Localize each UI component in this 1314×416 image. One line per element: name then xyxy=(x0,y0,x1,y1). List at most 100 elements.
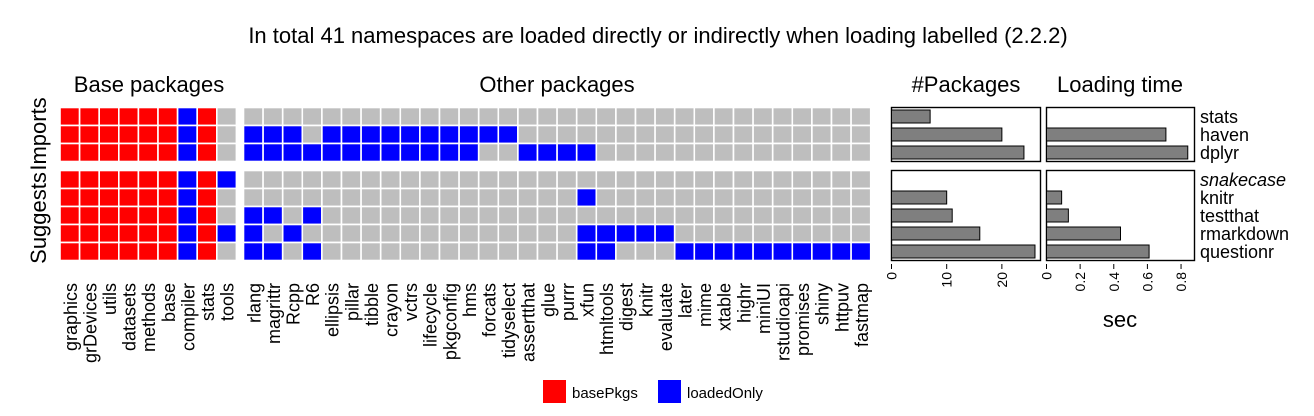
heatmap-cell xyxy=(673,106,696,127)
packages-bar-testthat xyxy=(891,208,953,223)
heatmap-cell xyxy=(752,241,774,262)
heatmap-cell xyxy=(301,142,323,163)
heatmap-cell xyxy=(157,124,179,145)
heatmap-cell xyxy=(693,106,715,127)
heatmap-cell xyxy=(458,223,480,244)
heatmap-cell xyxy=(196,106,218,127)
heatmap-cell xyxy=(850,205,872,226)
heatmap-cell xyxy=(556,124,578,145)
heatmap-cell xyxy=(575,223,598,244)
heatmap-cell xyxy=(321,223,343,244)
heatmap-cell xyxy=(615,223,637,244)
heatmap-cell xyxy=(379,241,402,262)
heatmap-cell xyxy=(340,124,362,145)
facet-title-base: Base packages xyxy=(74,72,224,97)
heatmap-cell xyxy=(771,223,794,244)
column-label-r6: R6 xyxy=(303,283,323,306)
time-tick-label: 0 xyxy=(1039,272,1055,280)
heatmap-cell xyxy=(281,223,304,244)
heatmap-cell xyxy=(595,241,617,262)
heatmap-cell xyxy=(497,205,519,226)
column-label-httpuv: httpuv xyxy=(832,283,852,332)
heatmap-cell xyxy=(477,142,500,163)
heatmap-cell xyxy=(78,142,100,163)
heatmap-cell xyxy=(713,124,735,145)
heatmap-cell xyxy=(634,106,656,127)
heatmap-cell xyxy=(419,106,441,127)
heatmap-cell xyxy=(340,241,362,262)
facet-title-time: Loading time xyxy=(1057,72,1183,97)
heatmap-cell xyxy=(556,169,578,190)
heatmap-cell xyxy=(242,106,264,127)
heatmap-cell xyxy=(118,241,140,262)
heatmap-cell xyxy=(321,169,343,190)
heatmap-cell xyxy=(771,124,794,145)
heatmap-cell xyxy=(830,106,852,127)
heatmap-cell xyxy=(791,142,813,163)
heatmap-cell xyxy=(137,187,159,208)
column-label-miniui: miniUI xyxy=(754,283,774,334)
heatmap-cell xyxy=(556,142,578,163)
heatmap-cell xyxy=(732,205,754,226)
heatmap-cell xyxy=(281,142,304,163)
heatmap-cell xyxy=(497,142,519,163)
heatmap-cell xyxy=(118,169,140,190)
heatmap-cell xyxy=(98,223,120,244)
heatmap-cell xyxy=(379,124,402,145)
row-label-haven: haven xyxy=(1200,125,1249,145)
heatmap-cell xyxy=(811,205,833,226)
heatmap-cell xyxy=(517,205,539,226)
heatmap-cell xyxy=(634,169,656,190)
heatmap-cell xyxy=(196,142,218,163)
heatmap-cell xyxy=(438,142,460,163)
heatmap-cell xyxy=(595,187,617,208)
heatmap-cell xyxy=(196,187,218,208)
heatmap-cell xyxy=(536,187,558,208)
heatmap-cell xyxy=(654,169,676,190)
heatmap-cell xyxy=(340,169,362,190)
heatmap-cell xyxy=(771,205,794,226)
heatmap-cell xyxy=(340,205,362,226)
heatmap-cell xyxy=(575,205,598,226)
heatmap-cell xyxy=(477,169,500,190)
column-label-datasets: datasets xyxy=(120,283,140,351)
heatmap-cell xyxy=(196,241,218,262)
time-bar-dplyr xyxy=(1046,145,1189,160)
column-label-ellipsis: ellipsis xyxy=(323,283,343,337)
heatmap-cell xyxy=(360,142,382,163)
heatmap-cell xyxy=(59,169,81,190)
heatmap-cell xyxy=(517,124,539,145)
heatmap-cell xyxy=(732,142,754,163)
heatmap-cell xyxy=(379,106,402,127)
heatmap-cell xyxy=(752,124,774,145)
heatmap-cell xyxy=(791,241,813,262)
heatmap-cell xyxy=(438,223,460,244)
heatmap-cell xyxy=(458,106,480,127)
time-tick-label: 0.8 xyxy=(1173,272,1189,292)
heatmap-cell xyxy=(732,106,754,127)
heatmap-cell xyxy=(654,241,676,262)
heatmap-cell xyxy=(419,124,441,145)
heatmap-cell xyxy=(458,241,480,262)
heatmap-cell xyxy=(281,205,304,226)
heatmap-cell xyxy=(216,169,238,190)
heatmap-cell xyxy=(595,124,617,145)
heatmap-cell xyxy=(242,169,264,190)
heatmap-cell xyxy=(137,223,159,244)
facet-title-packages: #Packages xyxy=(912,72,1021,97)
heatmap-cell xyxy=(830,142,852,163)
heatmap-cell xyxy=(216,223,238,244)
heatmap-cell xyxy=(176,106,199,127)
heatmap-cell xyxy=(216,106,238,127)
heatmap-cell xyxy=(517,142,539,163)
heatmap-cell xyxy=(157,241,179,262)
heatmap-cell xyxy=(517,223,539,244)
row-label-snakecase: snakecase xyxy=(1200,170,1286,190)
heatmap-cell xyxy=(262,223,284,244)
heatmap-cell xyxy=(78,169,100,190)
heatmap-cell xyxy=(137,241,159,262)
heatmap-cell xyxy=(262,106,284,127)
heatmap-cell xyxy=(137,205,159,226)
heatmap-cell xyxy=(713,169,735,190)
heatmap-cell xyxy=(811,169,833,190)
